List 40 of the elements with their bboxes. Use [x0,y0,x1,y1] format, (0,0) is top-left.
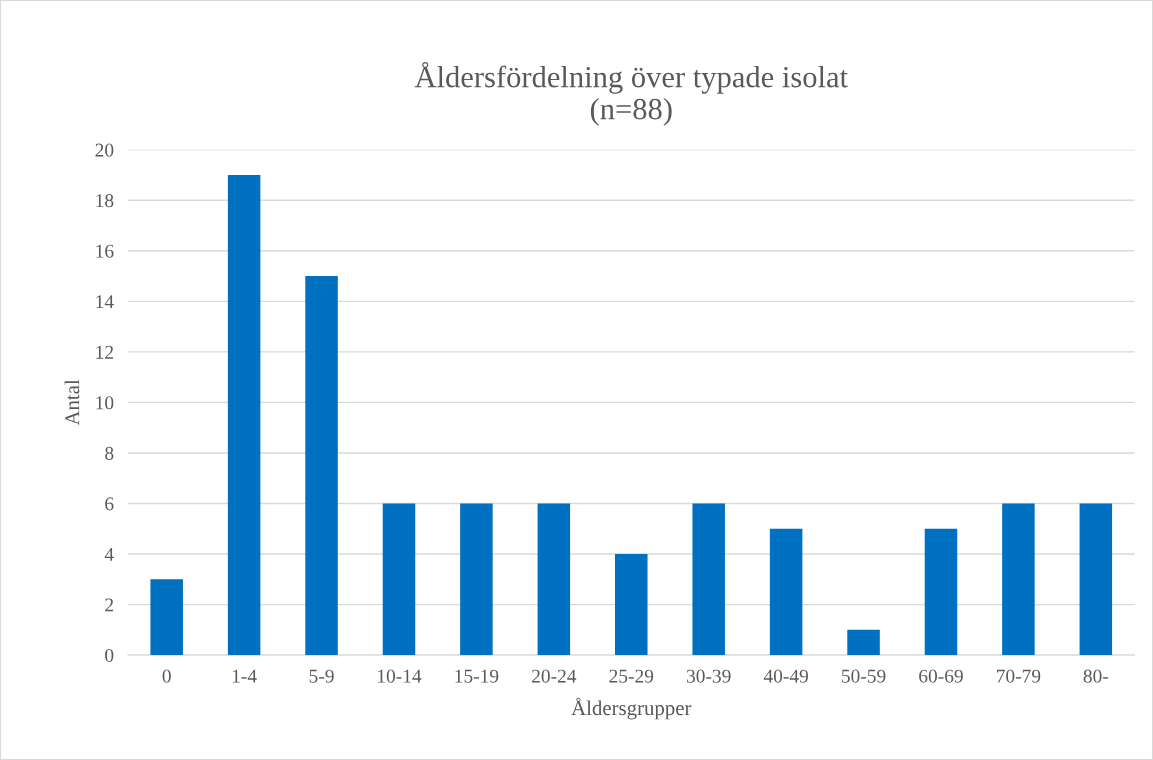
x-tick-label: 50-59 [842,669,886,683]
x-tick-label: 70-79 [997,669,1041,683]
bar [692,503,725,656]
bar [769,528,803,656]
bar [1079,503,1113,656]
x-axis-title: Åldersgrupper [571,697,692,720]
y-tick-label: 2 [105,598,114,612]
bar [847,629,880,656]
y-tick-label: 14 [96,295,114,309]
x-tick-label: 40-49 [763,669,809,683]
bar [924,528,958,656]
x-tick-label: 15-19 [455,669,499,683]
x-tick-label: 1-4 [232,669,257,683]
y-tick-label: 18 [96,194,114,208]
bar [305,276,338,656]
y-tick-label: 4 [104,547,114,561]
y-tick-label: 6 [105,497,114,511]
bar [460,503,493,656]
x-tick-label: 20-24 [532,669,577,683]
x-tick-label: 5-9 [309,669,334,683]
y-tick-label: 8 [105,446,114,460]
y-tick-label: 12 [96,345,114,359]
bar [537,503,571,656]
x-tick-label: 30-39 [686,669,731,683]
x-tick-label: 10-14 [378,669,422,683]
bar [615,554,648,656]
bar [1002,503,1035,656]
y-tick-label: 10 [96,396,114,410]
y-axis-title: Antal [64,379,80,426]
y-tick-label: 16 [96,244,114,258]
y-tick-label: 20 [95,143,114,157]
x-tick-label: 60-69 [919,669,963,683]
bar [382,503,416,656]
chart-title: Åldersfördelning över typade isolat (n=88) [414,61,848,126]
x-tick-label: 25-29 [609,669,654,683]
bar [150,579,183,656]
x-tick-label: 80- [1083,669,1109,683]
y-tick-label: 0 [105,648,114,663]
bar [227,174,261,656]
x-tick-label: 0 [162,669,171,683]
